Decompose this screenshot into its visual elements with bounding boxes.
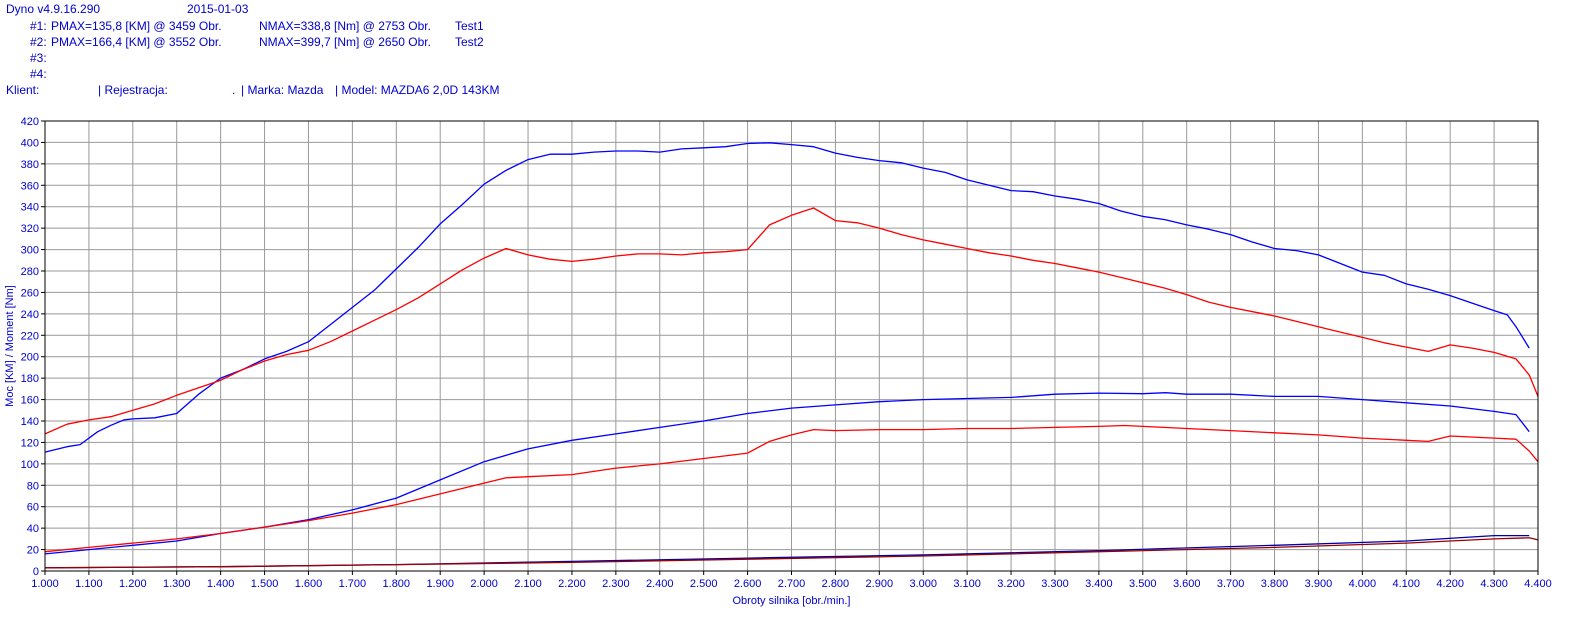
x-tick-label: 2.100 [514,578,542,590]
y-tick-label: 280 [21,266,39,278]
run-1-id: #1: [30,19,47,33]
x-axis-label: Obroty silnika [obr./min.] [733,595,851,607]
y-tick-label: 260 [21,287,39,299]
test-date: 2015-01-03 [187,2,249,16]
x-tick-label: 3.100 [953,578,981,590]
make-label: | Marka: Mazda [241,83,324,97]
chart-series [44,142,1539,569]
x-tick-label: 2.700 [778,578,806,590]
run-3-id: #3: [30,51,47,65]
chart-grid [44,120,1539,572]
x-tick-label: 4.400 [1524,578,1552,590]
run-1-nmax: NMAX=338,8 [Nm] @ 2753 Obr. [259,19,431,33]
run-1-name: Test1 [455,19,484,33]
x-tick-label: 3.700 [1217,578,1245,590]
series-line-loss1 [44,537,1539,569]
x-tick-label: 3.900 [1305,578,1333,590]
series-line-power1 [44,424,1539,553]
client-label: Klient: [6,83,40,97]
x-tick-label: 2.900 [866,578,894,590]
x-tick-label: 2.200 [558,578,586,590]
y-tick-label: 40 [27,523,39,535]
x-tick-label: 4.300 [1480,578,1508,590]
y-tick-label: 0 [33,566,39,578]
y-tick-label: 200 [21,352,39,364]
x-tick-label: 1.500 [251,578,279,590]
x-tick-label: 1.200 [119,578,147,590]
y-tick-label: 320 [21,223,39,235]
registration-dot: . [232,83,236,97]
y-tick-label: 300 [21,245,39,257]
x-tick-label: 1.700 [339,578,367,590]
y-tick-label: 120 [21,437,39,449]
y-tick-label: 240 [21,309,39,321]
x-tick-label: 2.500 [690,578,718,590]
y-tick-label: 360 [21,180,39,192]
x-tick-label: 4.100 [1392,578,1420,590]
x-tick-label: 1.800 [383,578,411,590]
x-tick-label: 1.000 [31,578,59,590]
y-tick-label: 180 [21,373,39,385]
x-tick-label: 1.900 [426,578,454,590]
run-2-name: Test2 [455,35,484,49]
run-2-pmax: PMAX=166,4 [KM] @ 3552 Obr. [51,35,222,49]
y-tick-label: 340 [21,202,39,214]
run-2-id: #2: [30,35,47,49]
x-tick-label: 3.400 [1085,578,1113,590]
x-tick-label: 2.400 [646,578,674,590]
x-tick-label: 1.100 [75,578,103,590]
x-tick-label: 1.600 [295,578,323,590]
run-2-nmax: NMAX=399,7 [Nm] @ 2650 Obr. [259,35,431,49]
y-tick-label: 380 [21,159,39,171]
axis-ticks: 1.000 1.100 1.200 1.300 1.400 1.500 1.600 1.700… [21,116,1552,590]
x-tick-label: 2.300 [602,578,630,590]
x-tick-label: 3.800 [1261,578,1289,590]
y-tick-label: 60 [27,502,39,514]
y-tick-label: 100 [21,459,39,471]
y-tick-label: 220 [21,330,39,342]
run-4-id: #4: [30,67,47,81]
app-version: Dyno v4.9.16.290 [6,2,101,16]
x-tick-label: 2.800 [822,578,850,590]
x-tick-label: 1.300 [163,578,191,590]
x-tick-label: 3.200 [997,578,1025,590]
y-axis-label: Moc [KM] / Moment [Nm] [4,285,16,407]
y-tick-label: 140 [21,416,39,428]
run-1-pmax: PMAX=135,8 [KM] @ 3459 Obr. [51,19,222,33]
x-tick-label: 4.200 [1436,578,1464,590]
y-tick-label: 400 [21,137,39,149]
x-tick-label: 3.000 [909,578,937,590]
y-tick-label: 20 [27,545,39,557]
x-tick-label: 4.000 [1349,578,1377,590]
x-tick-label: 2.600 [734,578,762,590]
y-tick-label: 160 [21,395,39,407]
series-line-torque2 [44,142,1530,453]
y-tick-label: 420 [21,116,39,128]
x-tick-label: 2.000 [470,578,498,590]
x-tick-label: 3.300 [1041,578,1069,590]
series-line-torque1 [44,207,1539,435]
x-tick-label: 3.500 [1129,578,1157,590]
series-line-loss2 [44,534,1530,569]
x-tick-label: 3.600 [1173,578,1201,590]
series-line-power2 [44,392,1530,555]
y-tick-label: 80 [27,480,39,492]
registration-label: | Rejestracja: [98,83,168,97]
x-tick-label: 1.400 [207,578,235,590]
model-label: | Model: MAZDA6 2,0D 143KM [335,83,500,97]
